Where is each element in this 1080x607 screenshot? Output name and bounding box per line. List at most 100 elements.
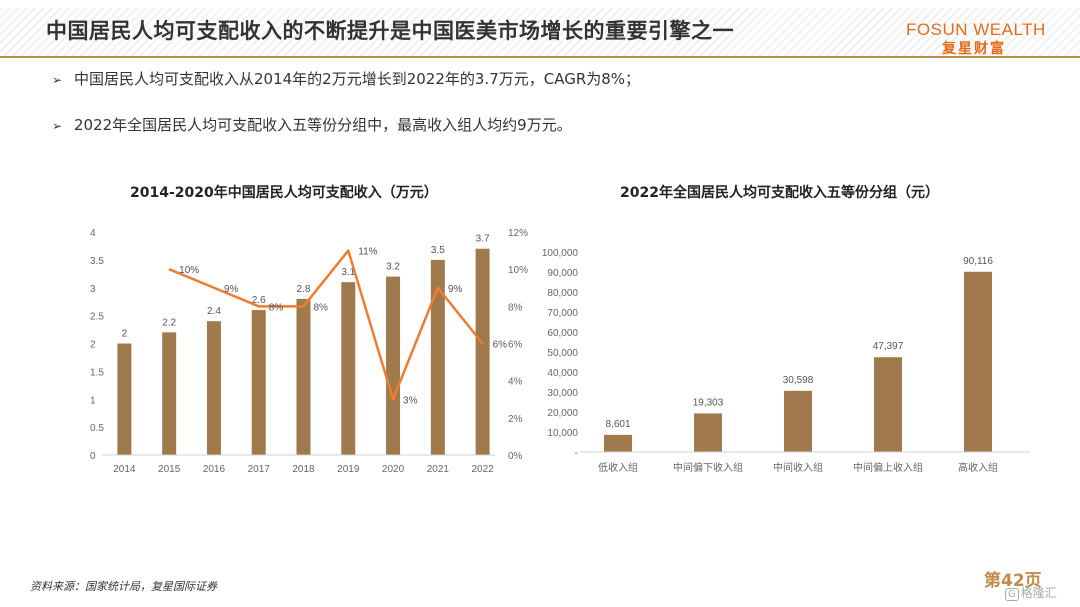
chart2-y-tick-label: 100,000: [542, 248, 579, 259]
chart1-x-tick-label: 2014: [113, 464, 136, 475]
bullet-item: ➢ 中国居民人均可支配收入从2014年的2万元增长到2022年的3.7万元，CAG…: [52, 68, 640, 89]
chart1-y-tick-label: 0.5: [90, 423, 104, 434]
arrow-bullet-icon: ➢: [52, 73, 63, 87]
chart2-x-tick-label: 中间收入组: [773, 461, 823, 474]
chart1-line-label: 11%: [358, 247, 377, 258]
chart1-bar: [475, 248, 490, 455]
chart1-x-tick-label: 2021: [427, 464, 450, 475]
chart1-y-tick-label: 1: [90, 395, 96, 406]
source-note: 资料来源：国家统计局，复星国际证券: [30, 580, 217, 593]
chart2-bar: [964, 271, 992, 452]
logo-cn: 复星财富: [942, 41, 1006, 57]
chart1-bar: [430, 259, 445, 455]
chart1-line-label: 10%: [179, 265, 199, 276]
chart1-bar: [117, 343, 132, 455]
chart1-line-point: [168, 268, 170, 270]
watermark-text: 格隆汇: [1020, 586, 1057, 600]
chart1-bar-label: 3.7: [476, 234, 490, 245]
bullet-text: 中国居民人均可支配收入从2014年的2万元增长到2022年的3.7万元，CAGR…: [74, 70, 641, 88]
chart1-bar-label: 2.8: [297, 284, 311, 295]
title-divider: [0, 56, 1080, 58]
chart1-line-label: 8%: [269, 302, 284, 313]
chart1-line-label: 8%: [314, 302, 329, 313]
chart1-bar: [341, 282, 356, 455]
chart1-line-point: [303, 305, 304, 307]
chart2-y-tick-label: 60,000: [547, 328, 578, 339]
chart2-bar: [604, 434, 632, 452]
chart2-bar: [694, 413, 722, 452]
chart2-y-tick-label: -: [575, 448, 578, 459]
chart2-x-tick-label: 低收入组: [598, 461, 638, 474]
chart1-x-tick-label: 2015: [158, 464, 181, 475]
chart1-line-point: [392, 398, 394, 400]
chart1-line-point: [347, 250, 349, 252]
chart1-bar-label: 3.5: [431, 245, 445, 256]
header-stripes: [0, 8, 1080, 56]
chart2-y-tick-label: 70,000: [547, 308, 578, 319]
chart1-y2-tick-label: 12%: [508, 228, 528, 239]
chart1-line-point: [437, 287, 439, 289]
chart1-line-label: 9%: [224, 284, 239, 295]
chart1-x-tick-label: 2017: [248, 464, 271, 475]
chart1-bar: [162, 332, 177, 455]
chart1-y-tick-label: 1.5: [90, 367, 104, 378]
chart1-y2-tick-label: 8%: [508, 302, 523, 313]
chart1-bar-label: 2.6: [252, 295, 266, 306]
chart1-y-tick-label: 3.5: [90, 256, 104, 267]
chart2-title: 2022年全国居民人均可支配收入五等份分组（元）: [620, 185, 939, 201]
chart1-bar-label: 3.1: [341, 267, 355, 278]
chart1-x-tick-label: 2019: [337, 464, 360, 475]
chart2-x-tick-label: 中间偏上收入组: [853, 461, 923, 474]
chart1-x-tick-label: 2020: [382, 464, 405, 475]
chart1-y-tick-label: 3: [90, 284, 96, 295]
chart2-bar-label: 30,598: [783, 375, 814, 386]
chart1-bar-label: 2: [122, 329, 128, 340]
chart1-x-tick-label: 2016: [203, 464, 226, 475]
chart1-title: 2014-2020年中国居民人均可支配收入（万元）: [130, 185, 438, 201]
chart1-line-point: [482, 343, 484, 344]
chart1-growth-line: [168, 249, 484, 401]
fosun-logo: FOSUN WEALTH 复星财富: [906, 20, 1056, 58]
chart1-y-tick-label: 2: [90, 340, 96, 351]
chart2-bar-label: 19,303: [693, 397, 724, 408]
chart2-x-tick-label: 高收入组: [958, 461, 998, 474]
chart2-y-tick-label: 90,000: [547, 268, 578, 279]
chart1-line-label: 6%: [493, 340, 508, 351]
chart1-y2-tick-label: 10%: [508, 265, 528, 276]
chart2-y-tick-label: 50,000: [547, 348, 578, 359]
chart1-bar: [386, 276, 401, 455]
chart1-y2-tick-label: 2%: [508, 414, 523, 425]
logo-en: FOSUN WEALTH: [906, 20, 1046, 39]
slide-title: 中国居民人均可支配收入的不断提升是中国医美市场增长的重要引擎之一: [46, 19, 734, 43]
chart2-y-tick-label: 20,000: [547, 408, 578, 419]
chart2-bar: [874, 357, 902, 452]
chart1-y-tick-label: 2.5: [90, 312, 104, 323]
chart2-x-tick-label: 中间偏下收入组: [673, 461, 743, 474]
chart2-y-tick-label: 40,000: [547, 368, 578, 379]
chart1-line-point: [213, 287, 215, 289]
chart1-line-point: [258, 305, 260, 307]
chart2-bar-label: 47,397: [873, 341, 904, 352]
chart1-y-tick-label: 0: [90, 451, 96, 462]
chart1-bar-label: 2.2: [162, 317, 176, 328]
bullet-item: ➢ 2022年全国居民人均可支配收入五等份分组中，最高收入组人均约9万元。: [52, 114, 572, 135]
chart1-y2-tick-label: 0%: [508, 451, 523, 462]
chart1-bar: [251, 310, 266, 455]
chart2-y-tick-label: 80,000: [547, 288, 578, 299]
watermark: G 格隆汇: [1005, 584, 1057, 601]
arrow-bullet-icon: ➢: [52, 119, 63, 133]
chart1-y2-tick-label: 4%: [508, 377, 523, 388]
chart2-bar: [784, 390, 812, 452]
chart2-bar-label: 90,116: [963, 256, 993, 267]
page-number: 第42页: [984, 571, 1042, 591]
chart1-bar-label: 3.2: [386, 262, 400, 273]
chart1-bar-label: 2.4: [207, 306, 221, 317]
chart1-bar: [206, 321, 221, 455]
chart1-line-label: 9%: [448, 284, 463, 295]
chart1-line-label: 3%: [403, 395, 418, 406]
watermark-logo-icon: G: [1005, 588, 1019, 601]
chart2-bar-label: 8,601: [605, 419, 630, 430]
chart1-x-tick-label: 2022: [471, 464, 494, 475]
chart1-x-tick-label: 2018: [292, 464, 315, 475]
